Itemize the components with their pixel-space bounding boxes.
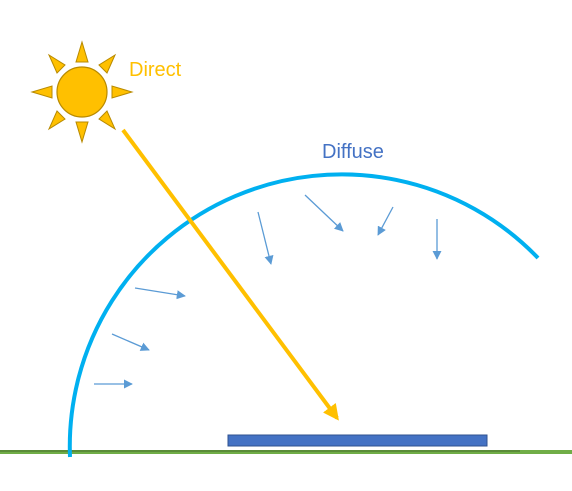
sky-dome-arc bbox=[70, 174, 538, 457]
diffuse-arrow bbox=[135, 288, 185, 296]
ground bbox=[0, 451, 572, 452]
diffuse-arrow bbox=[258, 212, 271, 264]
direct-beam-arrow bbox=[123, 130, 337, 418]
diffuse-arrows bbox=[94, 195, 437, 384]
diffuse-arrow bbox=[305, 195, 343, 231]
diffuse-arrow bbox=[378, 207, 393, 235]
direct-label: Direct bbox=[129, 60, 181, 80]
diffuse-arrow bbox=[112, 334, 149, 350]
sun-disc bbox=[57, 67, 107, 117]
sun-icon bbox=[32, 42, 132, 142]
diffuse-label: Diffuse bbox=[322, 142, 384, 162]
solar-panel-icon bbox=[228, 435, 487, 446]
